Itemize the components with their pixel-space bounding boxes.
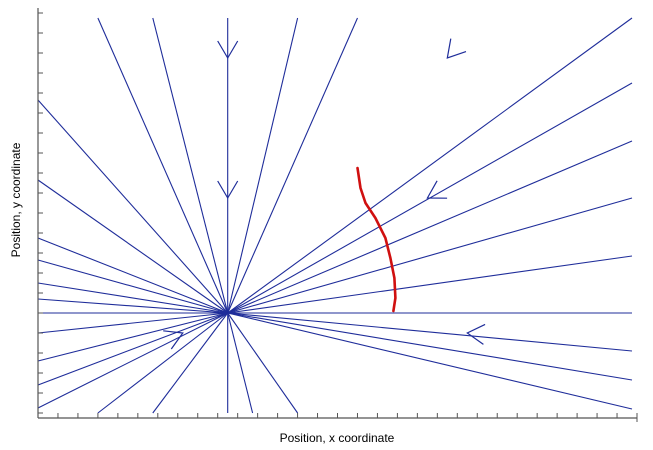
arrowhead-0 bbox=[217, 40, 239, 60]
field-line-7 bbox=[227, 140, 633, 314]
field-line-28 bbox=[227, 312, 254, 414]
field-line-15 bbox=[37, 179, 229, 314]
arrowhead-4 bbox=[466, 323, 486, 345]
field-line-21 bbox=[37, 312, 228, 334]
x-axis-label: Position, x coordinate bbox=[280, 431, 395, 445]
arrowhead-5 bbox=[163, 330, 184, 350]
field-line-23 bbox=[37, 312, 228, 386]
field-line-18 bbox=[37, 282, 228, 314]
y-axis-label: Position, y coordinate bbox=[9, 142, 23, 257]
field-line-24 bbox=[37, 312, 228, 409]
arrowhead-1 bbox=[217, 180, 239, 200]
arrowhead-2 bbox=[446, 38, 467, 59]
field-line-25 bbox=[97, 312, 229, 414]
field-line-3 bbox=[227, 17, 299, 314]
field-line-22 bbox=[37, 312, 228, 362]
field-line-11 bbox=[227, 312, 633, 352]
field-line-17 bbox=[37, 259, 228, 314]
field-line-1 bbox=[152, 17, 229, 314]
field-line-13 bbox=[227, 312, 633, 410]
field-line-0 bbox=[97, 17, 229, 314]
field-line-29 bbox=[227, 312, 299, 414]
field-line-12 bbox=[227, 312, 633, 381]
field-line-14 bbox=[37, 99, 229, 314]
trajectory-group bbox=[356, 166, 397, 313]
axes-group bbox=[37, 8, 638, 422]
field-line-4 bbox=[227, 17, 359, 314]
field-line-26 bbox=[152, 312, 229, 414]
field-line-16 bbox=[37, 237, 228, 314]
trajectory-line bbox=[356, 166, 397, 313]
field-line-5 bbox=[227, 17, 633, 314]
arrowhead-3 bbox=[426, 180, 448, 199]
field-line-8 bbox=[227, 197, 633, 314]
field-line-19 bbox=[37, 298, 228, 314]
arrowheads-group bbox=[163, 38, 486, 350]
field-line-9 bbox=[227, 255, 633, 314]
field-lines-group bbox=[37, 17, 633, 414]
